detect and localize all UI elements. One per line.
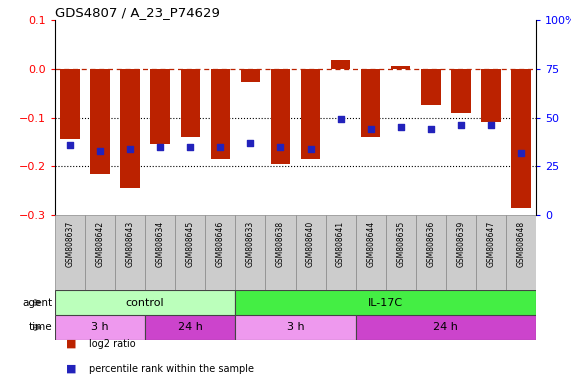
Bar [180, 69, 200, 137]
Bar [446, 215, 476, 290]
Bar [175, 215, 206, 290]
Point [276, 144, 285, 150]
Text: GSM808648: GSM808648 [516, 221, 525, 267]
Bar [361, 69, 380, 137]
Bar [55, 315, 145, 340]
Text: log2 ratio: log2 ratio [89, 339, 136, 349]
Text: IL-17C: IL-17C [368, 298, 403, 308]
Point [186, 144, 195, 150]
Bar [235, 215, 266, 290]
Point [366, 126, 375, 132]
Point [486, 122, 496, 128]
Text: GSM808639: GSM808639 [456, 221, 465, 267]
Bar [90, 69, 110, 174]
Text: 3 h: 3 h [287, 323, 304, 333]
Point [246, 140, 255, 146]
Text: GSM808635: GSM808635 [396, 221, 405, 267]
Point [156, 144, 165, 150]
Text: GSM808644: GSM808644 [366, 221, 375, 267]
Text: time: time [29, 323, 52, 333]
Text: GSM808643: GSM808643 [126, 221, 135, 267]
Bar [211, 69, 230, 159]
Bar [506, 215, 536, 290]
Point [126, 146, 135, 152]
Bar [150, 69, 170, 144]
Bar [266, 215, 296, 290]
Bar [331, 60, 351, 69]
Bar [235, 290, 536, 315]
Text: GSM808634: GSM808634 [156, 221, 164, 267]
Text: GSM808637: GSM808637 [66, 221, 75, 267]
Bar [206, 215, 235, 290]
Bar [385, 215, 416, 290]
Bar [511, 69, 530, 208]
Bar [451, 69, 471, 113]
Bar [476, 215, 506, 290]
Text: 24 h: 24 h [433, 323, 459, 333]
Bar [55, 290, 235, 315]
Text: GSM808647: GSM808647 [486, 221, 496, 267]
Bar [85, 215, 115, 290]
Text: GSM808633: GSM808633 [246, 221, 255, 267]
Point [426, 126, 435, 132]
Bar [271, 69, 290, 164]
Text: ■: ■ [66, 339, 77, 349]
Bar [240, 69, 260, 83]
Point [66, 142, 75, 148]
Bar [356, 315, 536, 340]
Bar [325, 215, 356, 290]
Text: GSM808641: GSM808641 [336, 221, 345, 267]
Bar [120, 69, 140, 188]
Bar [481, 69, 501, 122]
Bar [296, 215, 325, 290]
Bar [301, 69, 320, 159]
Bar [55, 215, 85, 290]
Point [336, 116, 345, 122]
Text: agent: agent [22, 298, 52, 308]
Text: GSM808642: GSM808642 [95, 221, 104, 267]
Bar [115, 215, 145, 290]
Bar [145, 315, 235, 340]
Bar [421, 69, 441, 105]
Text: GDS4807 / A_23_P74629: GDS4807 / A_23_P74629 [55, 6, 220, 19]
Bar [356, 215, 385, 290]
Text: 3 h: 3 h [91, 323, 109, 333]
Text: percentile rank within the sample: percentile rank within the sample [89, 364, 254, 374]
Text: GSM808646: GSM808646 [216, 221, 225, 267]
Bar [416, 215, 446, 290]
Text: GSM808636: GSM808636 [427, 221, 435, 267]
Bar [391, 66, 411, 69]
Text: 24 h: 24 h [178, 323, 203, 333]
Text: GSM808638: GSM808638 [276, 221, 285, 267]
Bar [61, 69, 80, 139]
Text: ■: ■ [66, 364, 77, 374]
Text: GSM808645: GSM808645 [186, 221, 195, 267]
Point [516, 149, 525, 156]
Point [216, 144, 225, 150]
Point [456, 122, 465, 128]
Point [396, 124, 405, 130]
Text: GSM808640: GSM808640 [306, 221, 315, 267]
Bar [145, 215, 175, 290]
Bar [235, 315, 356, 340]
Point [95, 147, 104, 154]
Point [306, 146, 315, 152]
Text: control: control [126, 298, 164, 308]
